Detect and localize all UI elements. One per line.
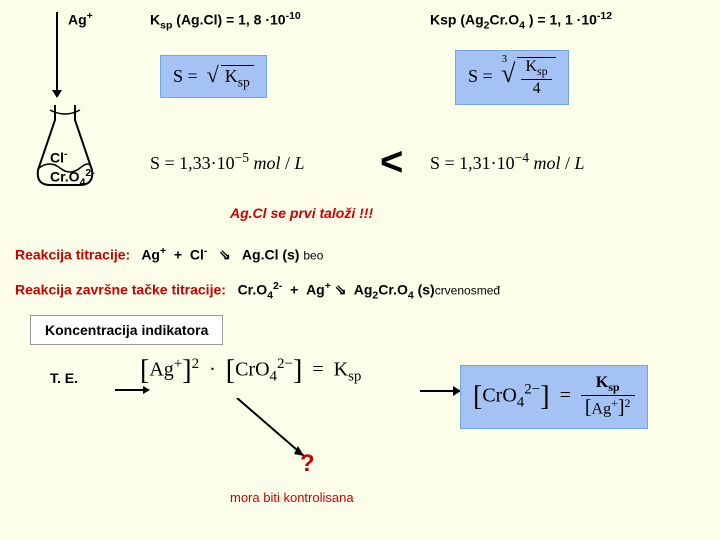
- ksp-equation-right: [CrO42−] = Ksp [Ag+]2: [460, 365, 648, 429]
- flask-contents-label: Cl- Cr.O42-: [50, 148, 95, 190]
- ksp-equation-left: [Ag+]2 · [CrO42−] = Ksp: [140, 355, 361, 387]
- solubility-formula-ag2cro4: S = 3√Ksp4: [455, 50, 569, 105]
- arrow-down-icon: [56, 12, 58, 92]
- titration-reaction: Reakcija titracije: Ag+ + Cl- ⇘ Ag.Cl (s…: [15, 245, 323, 264]
- silver-ion-label: Ag+: [68, 10, 93, 28]
- ksp-ag2cro4-label: Ksp (Ag2Cr.O4 ) = 1, 1 ·10-12: [430, 10, 612, 31]
- agcl-precipitates-first-note: Ag.Cl se prvi taloži !!!: [230, 205, 373, 221]
- ksp-agcl-label: Ksp (Ag.Cl) = 1, 8 ·10-10: [150, 10, 301, 31]
- solubility-formula-agcl: S = √Ksp: [160, 55, 267, 98]
- solubility-value-agcl: S = 1,33·10−5 mol / L: [150, 150, 305, 174]
- solubility-value-ag2cro4: S = 1,31·10−4 mol / L: [430, 150, 585, 174]
- endpoint-reaction: Reakcija završne tačke titracije: Cr.O42…: [15, 280, 500, 301]
- must-be-controlled-note: mora biti kontrolisana: [230, 490, 354, 505]
- te-label: T. E.: [50, 370, 78, 386]
- less-than-sign: <: [380, 140, 403, 185]
- question-mark: ?: [300, 450, 315, 478]
- arrow-te-icon: [115, 385, 150, 405]
- arrow-right-icon: [420, 390, 455, 392]
- indicator-concentration-box: Koncentracija indikatora: [30, 315, 223, 345]
